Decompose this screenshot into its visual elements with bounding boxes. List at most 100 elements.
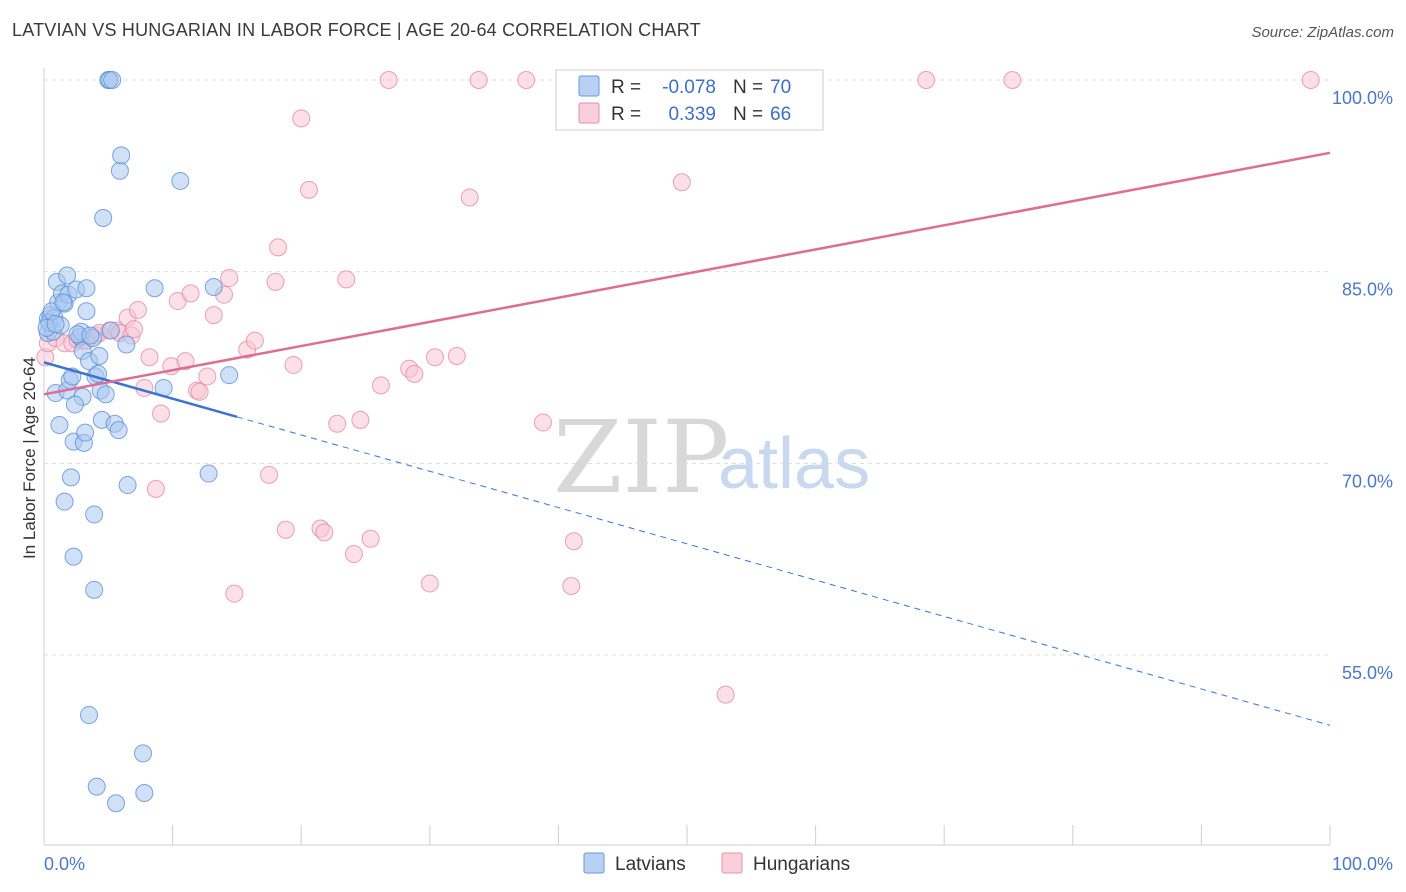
legend-n-label-hungarians: N = bbox=[733, 104, 763, 125]
hungarian-point bbox=[517, 71, 536, 89]
hungarian-point bbox=[225, 584, 244, 603]
latvian-point bbox=[77, 302, 96, 321]
watermark-zip: ZIP bbox=[553, 399, 729, 516]
latvian-point bbox=[77, 279, 96, 298]
latvian-point bbox=[55, 492, 74, 511]
y-tick-label: 70.0% bbox=[1342, 471, 1393, 491]
legend-swatch-latvians bbox=[578, 75, 600, 97]
hungarian-point bbox=[152, 404, 171, 423]
points-layer bbox=[36, 71, 1320, 813]
bottom-legend-swatch-latvians bbox=[583, 852, 605, 874]
hungarian-point bbox=[351, 410, 370, 429]
trend-layer bbox=[43, 151, 1331, 726]
latvian-trendline-solid bbox=[43, 361, 238, 419]
hungarian-point bbox=[284, 355, 303, 374]
latvian-point bbox=[62, 468, 81, 487]
hungarian-point bbox=[337, 270, 356, 289]
hungarian-point bbox=[125, 320, 144, 339]
hungarian-point bbox=[260, 465, 279, 484]
hungarian-point bbox=[128, 301, 147, 319]
latvian-point bbox=[54, 293, 73, 312]
latvian-point bbox=[109, 421, 128, 440]
watermark-atlas: atlas bbox=[718, 424, 870, 504]
legend-box-frame bbox=[555, 69, 824, 131]
legend-r-label-latvians: R = bbox=[611, 77, 641, 98]
hungarian-point bbox=[361, 529, 380, 548]
hungarian-point bbox=[344, 545, 363, 564]
y-tick-label: 100.0% bbox=[1332, 88, 1393, 108]
latvian-point bbox=[110, 161, 129, 180]
latvian-point bbox=[112, 146, 131, 165]
chart-source: Source: ZipAtlas.com bbox=[1251, 24, 1394, 41]
hungarian-point bbox=[269, 238, 288, 257]
hungarian-point bbox=[425, 348, 444, 367]
hungarian-point bbox=[469, 71, 488, 89]
hungarian-point bbox=[460, 188, 479, 207]
x-tick-label: 100.0% bbox=[1332, 854, 1393, 874]
hungarian-point bbox=[176, 352, 195, 371]
hungarian-point bbox=[420, 574, 439, 593]
latvian-trendline-dashed bbox=[236, 416, 1331, 726]
bottom-legend-swatch-hungarians bbox=[721, 852, 743, 874]
latvian-point bbox=[85, 580, 104, 599]
latvian-point bbox=[117, 335, 136, 354]
hungarian-point bbox=[379, 71, 398, 89]
hungarian-point bbox=[1003, 71, 1022, 89]
latvian-point bbox=[80, 706, 99, 725]
legend-r-value-hungarians: 0.339 bbox=[668, 104, 716, 125]
hungarian-point bbox=[533, 413, 552, 432]
hungarian-point bbox=[371, 376, 390, 395]
hungarian-point bbox=[315, 523, 334, 542]
hungarian-point bbox=[447, 347, 466, 365]
watermark: ZIP atlas bbox=[553, 399, 870, 516]
latvian-point bbox=[76, 423, 95, 442]
hungarian-point bbox=[299, 180, 318, 199]
latvian-point bbox=[135, 784, 154, 802]
hungarian-point bbox=[564, 532, 583, 551]
hungarian-point bbox=[198, 367, 217, 386]
legend-r-value-latvians: -0.078 bbox=[662, 77, 716, 98]
latvian-point bbox=[107, 794, 126, 813]
hungarian-point bbox=[562, 577, 581, 595]
hungarian-point bbox=[146, 479, 165, 498]
hungarian-point bbox=[1301, 71, 1320, 89]
legend-n-label-latvians: N = bbox=[733, 77, 763, 98]
latvian-point bbox=[204, 278, 223, 296]
latvian-point bbox=[50, 416, 69, 434]
hungarian-point bbox=[140, 348, 159, 367]
hungarian-point bbox=[204, 306, 223, 325]
hungarian-point bbox=[276, 520, 295, 539]
grid-layer bbox=[44, 79, 1330, 656]
bottom-legend-label-hungarians: Hungarians bbox=[753, 854, 850, 875]
latvian-point bbox=[199, 464, 218, 483]
latvian-point bbox=[87, 777, 106, 796]
bottom-legend-label-latvians: Latvians bbox=[615, 854, 686, 875]
latvian-point bbox=[96, 385, 115, 404]
y-tick-label: 55.0% bbox=[1342, 663, 1393, 683]
latvian-point bbox=[65, 395, 84, 414]
latvian-point bbox=[145, 279, 164, 298]
axis-layer: 100.0% 85.0% 70.0% 55.0% 0.0% 100.0% bbox=[43, 68, 1393, 874]
latvian-point bbox=[94, 209, 113, 227]
hungarian-point bbox=[220, 269, 239, 288]
latvian-point bbox=[81, 326, 100, 345]
legend-r-label-hungarians: R = bbox=[611, 104, 641, 125]
hungarian-trendline bbox=[43, 151, 1331, 396]
latvian-point bbox=[171, 171, 190, 190]
hungarian-point bbox=[292, 109, 311, 128]
legend-box: R = -0.078 N = 70 R = 0.339 N = 66 bbox=[555, 69, 824, 131]
hungarian-point bbox=[266, 272, 285, 291]
hungarian-point bbox=[716, 685, 735, 704]
latvian-point bbox=[90, 347, 109, 365]
latvian-point bbox=[101, 321, 120, 340]
hungarian-point bbox=[672, 173, 691, 192]
legend-n-value-hungarians: 66 bbox=[770, 104, 791, 125]
hungarian-point bbox=[181, 284, 200, 303]
latvian-point bbox=[220, 366, 239, 385]
y-tick-label: 85.0% bbox=[1342, 280, 1393, 300]
latvian-point bbox=[103, 71, 122, 89]
hungarian-point bbox=[190, 382, 209, 401]
latvian-point bbox=[46, 315, 65, 334]
legend-n-value-latvians: 70 bbox=[770, 77, 791, 98]
